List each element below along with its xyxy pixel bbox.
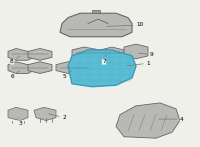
Polygon shape	[56, 62, 92, 74]
Polygon shape	[34, 107, 56, 121]
Polygon shape	[92, 10, 100, 13]
Polygon shape	[100, 47, 124, 59]
Text: 8: 8	[10, 56, 20, 64]
Polygon shape	[68, 50, 136, 87]
Polygon shape	[72, 47, 108, 59]
Text: 1: 1	[127, 61, 150, 66]
Polygon shape	[28, 62, 52, 74]
Text: 3: 3	[18, 117, 22, 126]
Text: 5: 5	[62, 71, 72, 79]
Polygon shape	[28, 49, 52, 60]
Polygon shape	[116, 103, 180, 138]
Text: 10: 10	[107, 22, 144, 27]
Text: 7: 7	[102, 54, 106, 64]
Text: 4: 4	[159, 117, 184, 122]
Polygon shape	[60, 13, 132, 37]
Text: 6: 6	[10, 71, 20, 79]
Text: 2: 2	[49, 114, 66, 120]
Polygon shape	[8, 107, 28, 121]
Text: 9: 9	[139, 52, 154, 57]
Polygon shape	[8, 49, 36, 60]
Polygon shape	[124, 44, 148, 59]
Polygon shape	[8, 62, 36, 74]
